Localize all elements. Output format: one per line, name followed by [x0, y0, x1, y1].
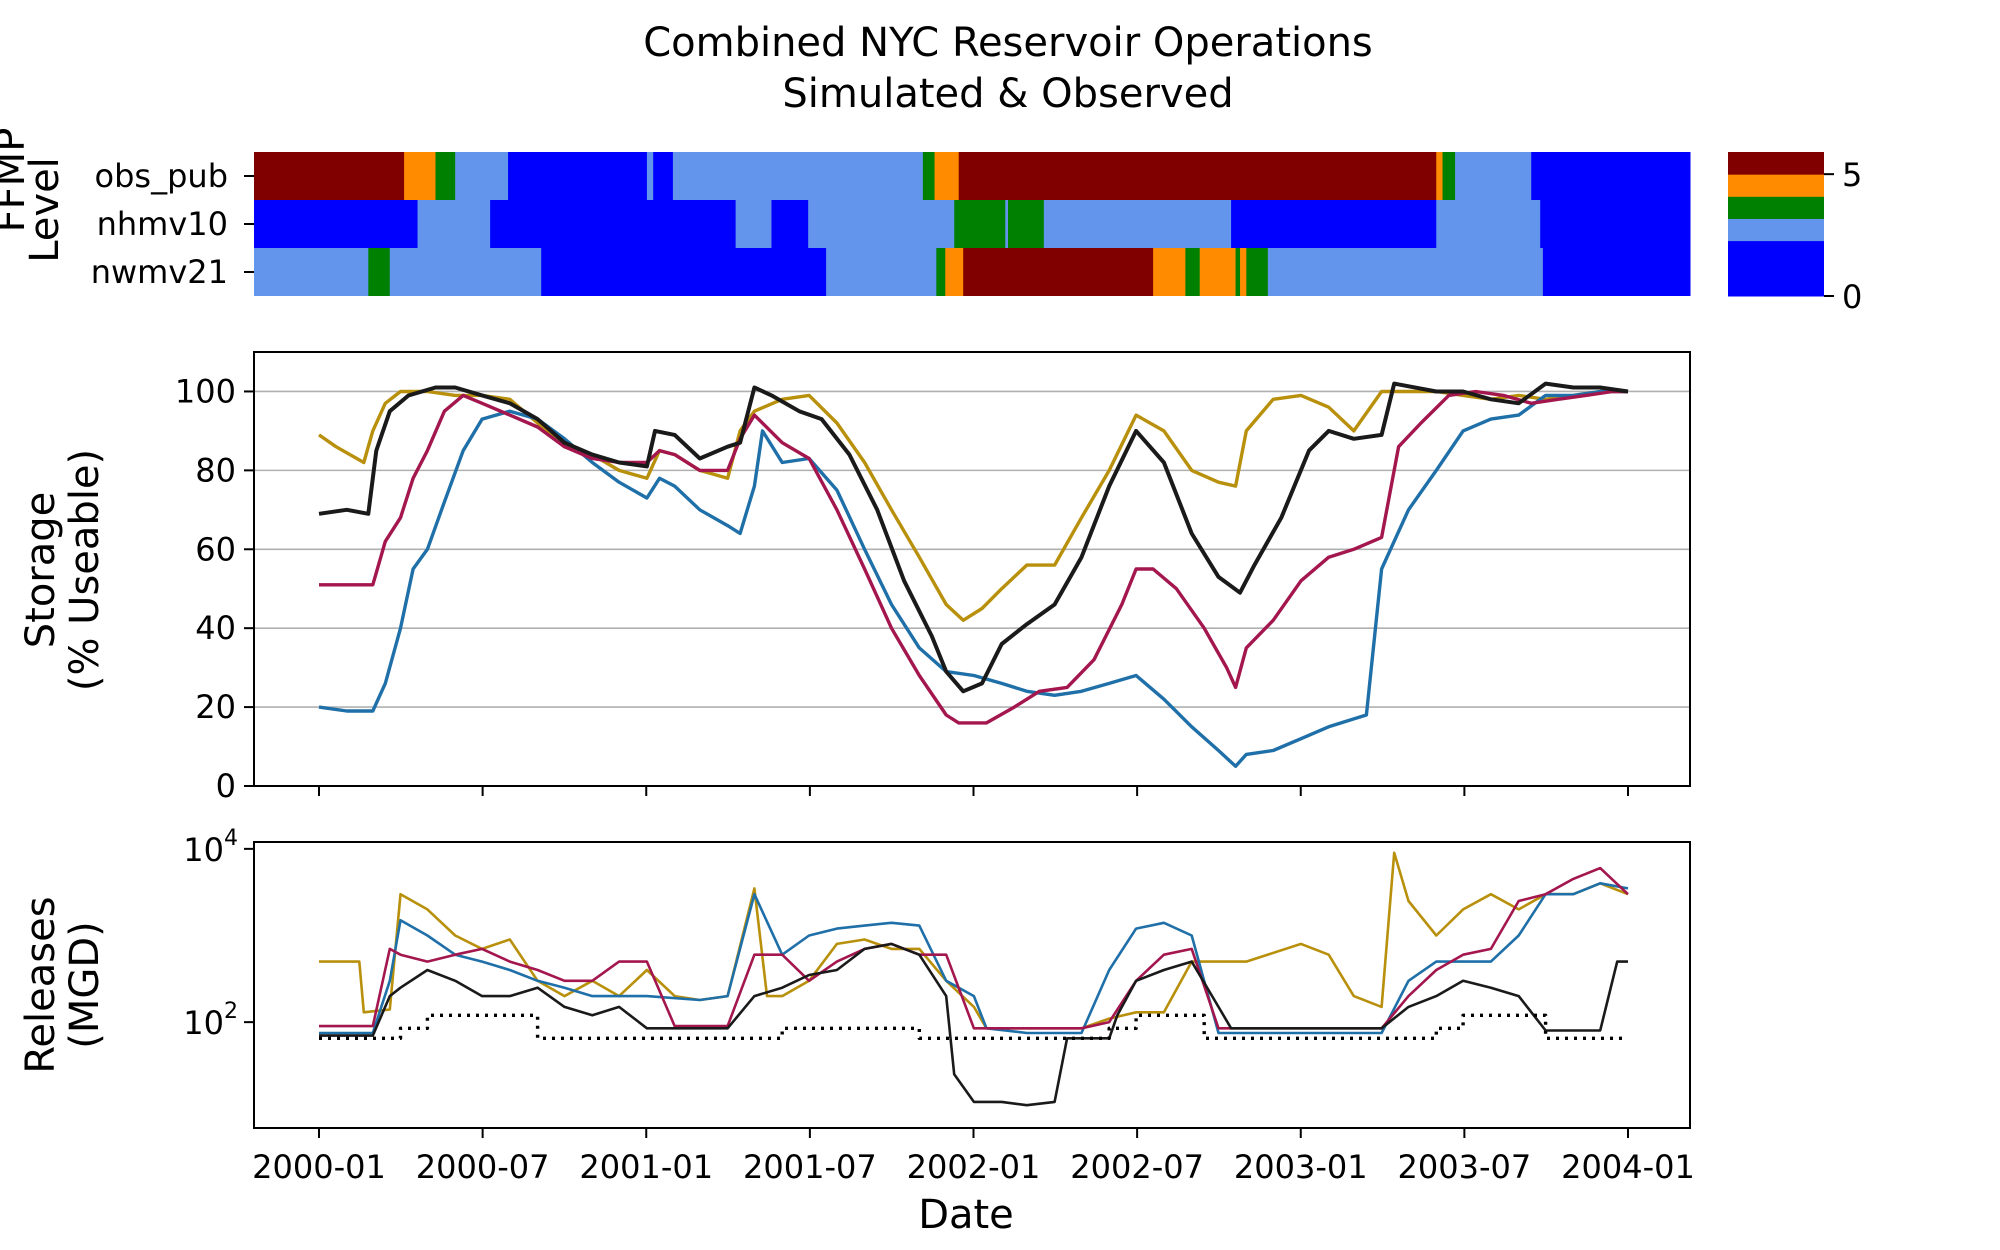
- chart-title-line1: Combined NYC Reservoir Operations: [643, 20, 1373, 66]
- heatmap-cell-obs_pub: [1436, 152, 1444, 200]
- storage-y-tick-label: 80: [195, 451, 236, 489]
- colorbar-segment: [1728, 174, 1824, 197]
- heatmap-cell-nhmv10: [490, 200, 737, 248]
- heatmap-cell-nhmv10: [1231, 200, 1437, 248]
- storage-axes-frame: [253, 351, 1691, 787]
- heatmap-cell-nwmv21: [1185, 248, 1201, 296]
- heatmap-cell-obs_pub: [672, 152, 924, 200]
- colorbar-segment: [1728, 218, 1824, 242]
- x-tick-label: 2000-01: [252, 1148, 386, 1186]
- storage-y-tick-label: 40: [195, 609, 236, 647]
- heatmap-cell-obs_pub: [254, 152, 405, 200]
- heatmap-ylabel-line1: FFMP: [0, 128, 34, 233]
- heatmap-cell-nwmv21: [254, 248, 369, 296]
- heatmap-cell-obs_pub: [404, 152, 436, 200]
- x-axis-label: Date: [918, 1192, 1014, 1238]
- heatmap-cell-nhmv10: [808, 200, 955, 248]
- storage-series-nwmv21: [319, 389, 1628, 725]
- heatmap-cell-nhmv10: [954, 200, 1006, 248]
- storage-series-nhmv10: [318, 389, 1628, 768]
- colorbar-segment: [1728, 196, 1824, 219]
- heatmap-cell-obs_pub: [1442, 152, 1456, 200]
- heatmap-cell-nhmv10: [254, 200, 419, 248]
- x-tick-label: 2002-01: [907, 1148, 1041, 1186]
- heatmap-cell-obs_pub: [922, 152, 936, 200]
- storage-y-tick-label: 100: [175, 372, 236, 410]
- heatmap-cell-obs_pub: [646, 152, 654, 200]
- heatmap-cell-nhmv10: [1540, 200, 1691, 248]
- storage-y-tick-label: 20: [195, 688, 236, 726]
- heatmap-cell-nhmv10: [771, 200, 809, 248]
- x-tick-label: 2003-07: [1398, 1148, 1532, 1186]
- heatmap-cell-nhmv10: [1005, 200, 1009, 248]
- release-ylabel-line1: Releases: [18, 896, 64, 1073]
- colorbar-tick-label: 0: [1842, 278, 1862, 316]
- colorbar-tick-label: 5: [1842, 156, 1862, 194]
- heatmap-cell-nwmv21: [1246, 248, 1269, 296]
- storage-panel: 0 20 40 60 80 100 Storage(% Useable): [18, 351, 1691, 805]
- heatmap-cell-nwmv21: [389, 248, 542, 296]
- heatmap-cell-obs_pub: [435, 152, 456, 200]
- heatmap-cell-obs_pub: [958, 152, 1437, 200]
- heatmap-cell-obs_pub: [1455, 152, 1532, 200]
- release-y-tick-exponent: 4: [224, 826, 238, 851]
- storage-y-tick-label: 0: [216, 767, 236, 805]
- release-axes-frame: [253, 841, 1691, 1129]
- heatmap-cell-obs_pub: [1531, 152, 1691, 200]
- heatmap-cell-nwmv21: [826, 248, 937, 296]
- heatmap-cell-nhmv10: [417, 200, 491, 248]
- release-series-obs: [319, 942, 1628, 1107]
- x-tick-label: 2001-01: [579, 1148, 713, 1186]
- x-axis: 2000-01 2000-07 2001-01 2001-07 2002-01 2002-…: [252, 786, 1695, 1186]
- heatmap-cell-nwmv21: [1542, 248, 1691, 296]
- x-tick-label: 2003-01: [1234, 1148, 1368, 1186]
- heatmap-cell-nwmv21: [963, 248, 1154, 296]
- heatmap-cell-obs_pub: [508, 152, 648, 200]
- colorbar-segment: [1728, 240, 1824, 297]
- heatmap-cell-nhmv10: [1436, 200, 1541, 248]
- x-tick-label: 2002-07: [1070, 1148, 1204, 1186]
- colorbar-segment: [1728, 152, 1824, 175]
- storage-y-tick-label: 60: [195, 530, 236, 568]
- heatmap-ylabel-line2: Level: [22, 157, 68, 263]
- x-tick-label: 2000-07: [416, 1148, 550, 1186]
- release-y-tick-label: 10: [183, 831, 224, 869]
- storage-ylabel-line2: (% Useable): [62, 449, 108, 691]
- release-ylabel-line2: (MGD): [62, 921, 108, 1049]
- storage-series-obs: [318, 381, 1629, 694]
- heatmap-row-label: nhmv10: [97, 205, 228, 243]
- heatmap-cell-obs_pub: [653, 152, 674, 200]
- release-series-obs_pub: [319, 851, 1629, 1030]
- release-y-tick-exponent: 2: [224, 999, 238, 1024]
- heatmap-cell-nwmv21: [1235, 248, 1241, 296]
- release-y-tick-label: 10: [183, 1004, 224, 1042]
- x-tick-label: 2001-07: [743, 1148, 877, 1186]
- heatmap-cell-nwmv21: [945, 248, 964, 296]
- heatmap-cell-nhmv10: [735, 200, 772, 248]
- heatmap-cell-nwmv21: [1199, 248, 1237, 296]
- chart-title-line2: Simulated & Observed: [782, 71, 1233, 117]
- heatmap-cell-nhmv10: [1007, 200, 1045, 248]
- x-tick-label: 2004-01: [1561, 1148, 1695, 1186]
- heatmap-cell-nwmv21: [368, 248, 391, 296]
- heatmap-cell-nwmv21: [1153, 248, 1186, 296]
- heatmap-cell-nwmv21: [1240, 248, 1247, 296]
- heatmap-row-label: obs_pub: [95, 157, 228, 195]
- heatmap-cell-nwmv21: [1267, 248, 1544, 296]
- release-series-nhmv10: [319, 882, 1629, 1035]
- heatmap-cell-nwmv21: [541, 248, 827, 296]
- heatmap-cell-nwmv21: [936, 248, 946, 296]
- heatmap-cell-nhmv10: [1043, 200, 1232, 248]
- heatmap-cell-obs_pub: [934, 152, 960, 200]
- heatmap-cell-obs_pub: [455, 152, 509, 200]
- storage-ylabel-line1: Storage: [18, 492, 64, 649]
- storage-series-obs_pub: [318, 389, 1628, 622]
- heatmap-row-label: nwmv21: [91, 253, 228, 291]
